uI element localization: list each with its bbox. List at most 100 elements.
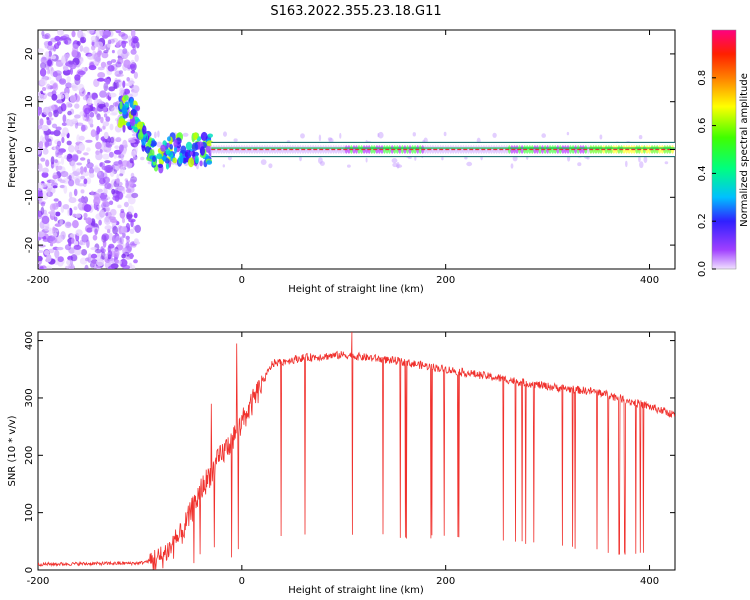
noise-blob — [83, 178, 88, 185]
y-tick-label: 0 — [24, 567, 35, 573]
track-blob — [147, 139, 152, 146]
noise-blob — [105, 142, 111, 148]
track-blob — [189, 151, 193, 156]
noise-blob — [40, 206, 45, 215]
noise-blob — [96, 125, 101, 135]
noise-blob — [130, 150, 137, 157]
noise-blob — [110, 208, 117, 216]
noise-blob — [47, 248, 55, 254]
band-blob — [497, 145, 501, 154]
noise-blob — [101, 51, 109, 59]
track-blob — [148, 149, 155, 158]
track-blob — [180, 145, 187, 154]
noise-blob — [100, 61, 107, 68]
noise-blob — [68, 179, 75, 187]
noise-blob — [38, 106, 43, 115]
track-blob — [135, 105, 141, 111]
faint-blob — [599, 134, 603, 140]
noise-blob — [85, 256, 94, 262]
noise-blob — [99, 209, 106, 218]
track-blob — [165, 163, 170, 170]
track-blob — [133, 126, 138, 133]
noise-blob — [93, 196, 101, 206]
spectrogram-marks — [38, 30, 675, 269]
noise-blob — [131, 192, 139, 199]
noise-blob — [110, 59, 117, 63]
noise-blob — [72, 220, 79, 229]
noise-blob — [42, 92, 47, 100]
noise-blob — [38, 182, 44, 191]
noise-blob — [62, 114, 67, 123]
noise-blob — [103, 82, 109, 92]
noise-blob — [94, 249, 102, 254]
noise-blob — [83, 152, 89, 156]
band-blob — [449, 145, 453, 154]
noise-blob — [89, 173, 95, 178]
x-tick-label: 400 — [640, 275, 659, 286]
noise-blob — [40, 94, 44, 98]
track-blob — [121, 105, 128, 115]
noise-blob — [122, 48, 128, 55]
band-blob — [237, 145, 241, 154]
noise-blob — [71, 118, 78, 124]
noise-blob — [83, 166, 87, 173]
noise-blob — [112, 226, 118, 235]
noise-blob — [77, 30, 84, 39]
noise-blob — [109, 112, 118, 116]
snr-axes: -200 0 200 400 0 100 200 300 400 — [24, 331, 675, 587]
noise-blob — [107, 228, 111, 234]
track-blob — [145, 146, 150, 154]
noise-blob — [119, 258, 128, 267]
noise-blob — [85, 217, 93, 225]
noise-blob — [45, 51, 50, 58]
x-tick-label: -200 — [27, 576, 50, 587]
snr-y-label: SNR (10 * v/v) — [7, 415, 18, 486]
noise-blob — [96, 258, 105, 267]
noise-blob — [53, 45, 57, 52]
noise-blob — [38, 255, 43, 262]
band-blob — [586, 145, 591, 154]
y-tick-label: -20 — [24, 237, 35, 253]
snr-marks — [38, 332, 675, 570]
noise-blob — [46, 254, 52, 263]
band-blob — [609, 145, 613, 154]
noise-blob — [63, 34, 70, 39]
noise-blob — [111, 188, 116, 195]
track-blob — [191, 142, 199, 151]
track-blob — [165, 148, 171, 155]
noise-blob — [129, 252, 134, 260]
band-blob — [502, 145, 506, 154]
track-blob — [130, 109, 137, 116]
noise-blob — [114, 79, 121, 83]
noise-blob — [118, 32, 126, 37]
faint-blob — [441, 156, 444, 161]
noise-blob — [71, 30, 76, 38]
noise-blob — [123, 201, 129, 208]
x-tick-label: 200 — [436, 576, 455, 587]
noise-blob — [76, 162, 82, 166]
noise-blob — [82, 170, 90, 177]
band-blob — [418, 145, 422, 154]
track-blob — [129, 98, 134, 108]
noise-blob — [112, 235, 117, 244]
noise-blob — [108, 265, 115, 269]
snr-series-line — [38, 332, 675, 570]
band-blob — [286, 145, 290, 154]
noise-blob — [106, 60, 113, 66]
band-blob — [484, 145, 488, 154]
noise-blob — [54, 159, 58, 164]
noise-blob — [86, 177, 92, 185]
noise-blob — [79, 242, 86, 246]
noise-blob — [85, 139, 93, 143]
faint-blob — [466, 161, 473, 167]
band-blob — [388, 145, 392, 154]
noise-blob — [44, 265, 53, 269]
x-tick-label: -200 — [27, 275, 50, 286]
noise-blob — [52, 83, 58, 89]
noise-blob — [131, 85, 140, 94]
noise-blob — [52, 174, 59, 180]
noise-blob — [47, 41, 53, 46]
band-blob — [281, 145, 285, 154]
band-blob — [227, 145, 231, 154]
noise-blob — [86, 239, 90, 249]
